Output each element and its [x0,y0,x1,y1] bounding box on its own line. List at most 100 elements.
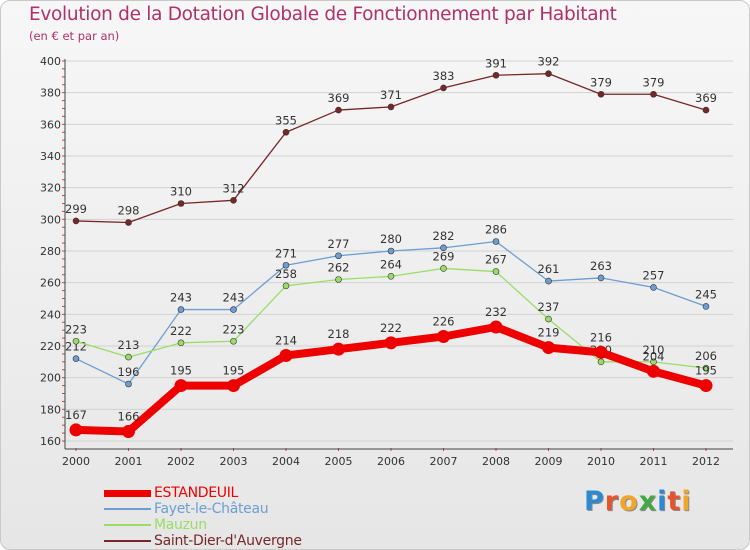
data-label-mauzun: 269 [433,249,455,263]
data-point-mauzun [230,337,237,345]
data-point-saint-dier-d-auvergne [335,106,342,114]
data-label-saint-dier-d-auvergne: 369 [328,91,350,105]
data-point-mauzun [72,337,80,345]
data-label-fayet-le-ch-teau: 280 [380,232,402,246]
data-point-estandeuil [384,336,398,350]
data-point-fayet-le-ch-teau [335,252,342,260]
y-tick-label: 300 [40,213,61,226]
data-label-estandeuil: 166 [118,410,140,424]
data-label-estandeuil: 195 [223,364,245,378]
chart-title: Evolution de la Dotation Globale de Fonc… [29,4,617,25]
legend-label-estandeuil: ESTANDEUIL [154,485,239,501]
y-tick-label: 380 [40,87,61,100]
data-point-estandeuil [174,379,188,393]
data-point-mauzun [492,268,500,275]
data-label-estandeuil: 167 [65,408,87,422]
data-point-estandeuil [594,345,608,359]
data-point-estandeuil [332,342,345,356]
data-label-mauzun: 223 [65,322,87,336]
data-label-mauzun: 262 [328,261,350,275]
data-point-saint-dier-d-auvergne [597,90,605,98]
data-point-estandeuil [437,330,450,343]
data-point-saint-dier-d-auvergne [125,219,132,226]
legend-label-fayet: Fayet-le-Château [154,501,269,517]
data-label-estandeuil: 218 [328,327,350,341]
x-tick-label: 2010 [587,455,615,468]
legend-swatch-saint-dier [104,540,151,542]
legend-label-mauzun: Mauzun [154,517,207,533]
data-label-fayet-le-ch-teau: 271 [275,246,297,260]
data-point-mauzun [177,339,185,347]
data-label-estandeuil: 216 [590,330,612,344]
x-tick-label: 2000 [62,455,90,468]
data-point-mauzun [597,358,605,366]
data-label-estandeuil: 219 [538,326,560,340]
x-tick-label: 2001 [115,455,143,468]
data-point-fayet-le-ch-teau [387,247,395,255]
legend-item-mauzun: Mauzun [104,517,364,534]
chart-legend: ESTANDEUIL Fayet-le-Château Mauzun Saint… [104,485,364,549]
data-label-saint-dier-d-auvergne: 310 [170,185,192,199]
data-label-fayet-le-ch-teau: 245 [695,287,717,301]
legend-swatch-estandeuil [104,490,151,497]
data-point-estandeuil [227,379,240,393]
data-label-estandeuil: 214 [275,334,297,348]
data-point-saint-dier-d-auvergne [545,70,552,77]
data-label-saint-dier-d-auvergne: 299 [65,202,87,216]
data-point-mauzun [440,265,447,272]
y-tick-label: 280 [40,245,61,258]
data-point-saint-dier-d-auvergne [282,128,290,136]
y-tick-label: 400 [40,55,61,68]
data-label-saint-dier-d-auvergne: 369 [695,91,717,105]
data-label-saint-dier-d-auvergne: 383 [433,69,455,83]
data-label-estandeuil: 222 [380,321,402,335]
x-tick-label: 2009 [535,455,563,468]
data-point-saint-dier-d-auvergne [440,84,447,92]
data-label-fayet-le-ch-teau: 277 [328,237,350,251]
x-tick-label: 2008 [482,455,510,468]
data-point-mauzun [387,273,395,280]
data-point-fayet-le-ch-teau [282,261,290,269]
data-label-mauzun: 258 [275,267,297,281]
data-point-fayet-le-ch-teau [597,274,605,282]
chart-subtitle: (en € et par an) [29,29,120,43]
data-label-fayet-le-ch-teau: 257 [643,268,665,282]
legend-swatch-mauzun [104,524,151,526]
data-label-estandeuil: 226 [433,315,455,329]
data-label-fayet-le-ch-teau: 243 [223,291,245,305]
data-point-fayet-le-ch-teau [545,277,552,285]
data-label-saint-dier-d-auvergne: 298 [118,204,140,218]
data-label-mauzun: 237 [538,300,560,314]
data-point-fayet-le-ch-teau [72,355,80,362]
y-tick-label: 240 [40,308,61,321]
data-point-saint-dier-d-auvergne [492,71,500,79]
x-tick-label: 2004 [272,455,300,468]
legend-item-saint-dier: Saint-Dier-d'Auvergne [104,533,364,549]
data-point-fayet-le-ch-teau [230,306,237,313]
data-point-saint-dier-d-auvergne [650,90,657,98]
data-label-fayet-le-ch-teau: 261 [538,262,560,276]
data-label-fayet-le-ch-teau: 263 [590,259,612,273]
y-tick-label: 360 [40,118,61,131]
legend-item-estandeuil: ESTANDEUIL [104,485,364,502]
y-tick-label: 220 [40,340,61,353]
data-point-fayet-le-ch-teau [702,303,710,310]
data-label-fayet-le-ch-teau: 282 [433,229,455,243]
data-label-estandeuil: 232 [485,305,507,319]
y-tick-label: 200 [40,372,61,385]
x-tick-label: 2003 [220,455,248,468]
data-point-estandeuil [122,425,135,438]
data-point-saint-dier-d-auvergne [72,217,80,225]
data-point-fayet-le-ch-teau [650,284,657,291]
legend-swatch-fayet [104,508,151,510]
data-point-fayet-le-ch-teau [125,380,132,388]
data-point-mauzun [545,315,552,323]
proxiti-logo: Proxiti [584,486,692,517]
data-label-saint-dier-d-auvergne: 312 [223,181,245,195]
data-label-mauzun: 206 [695,349,717,363]
y-tick-label: 260 [40,277,61,290]
data-label-fayet-le-ch-teau: 196 [118,365,140,379]
x-tick-label: 2006 [377,455,405,468]
y-tick-label: 320 [40,182,61,195]
